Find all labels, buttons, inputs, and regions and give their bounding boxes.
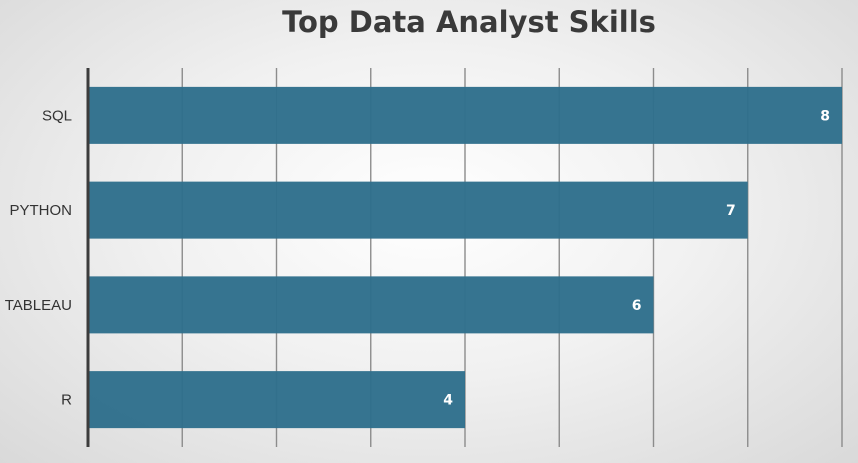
category-labels: SQL PYTHON TABLEAU R	[5, 107, 72, 408]
bar-sql	[88, 86, 842, 144]
bars	[88, 86, 842, 429]
category-label: PYTHON	[9, 202, 72, 219]
chart-title: Top Data Analyst Skills	[282, 5, 656, 39]
category-label: SQL	[42, 107, 72, 124]
data-label: 7	[726, 203, 736, 219]
data-label: 6	[632, 298, 642, 314]
bar-r	[88, 371, 465, 429]
bar-tableau	[88, 276, 654, 334]
bar-python	[88, 181, 748, 239]
data-labels: 8 7 6 4	[443, 108, 830, 408]
data-label: 4	[443, 393, 453, 409]
category-label: R	[61, 392, 72, 409]
category-label: TABLEAU	[5, 297, 72, 314]
data-label: 8	[820, 108, 830, 124]
